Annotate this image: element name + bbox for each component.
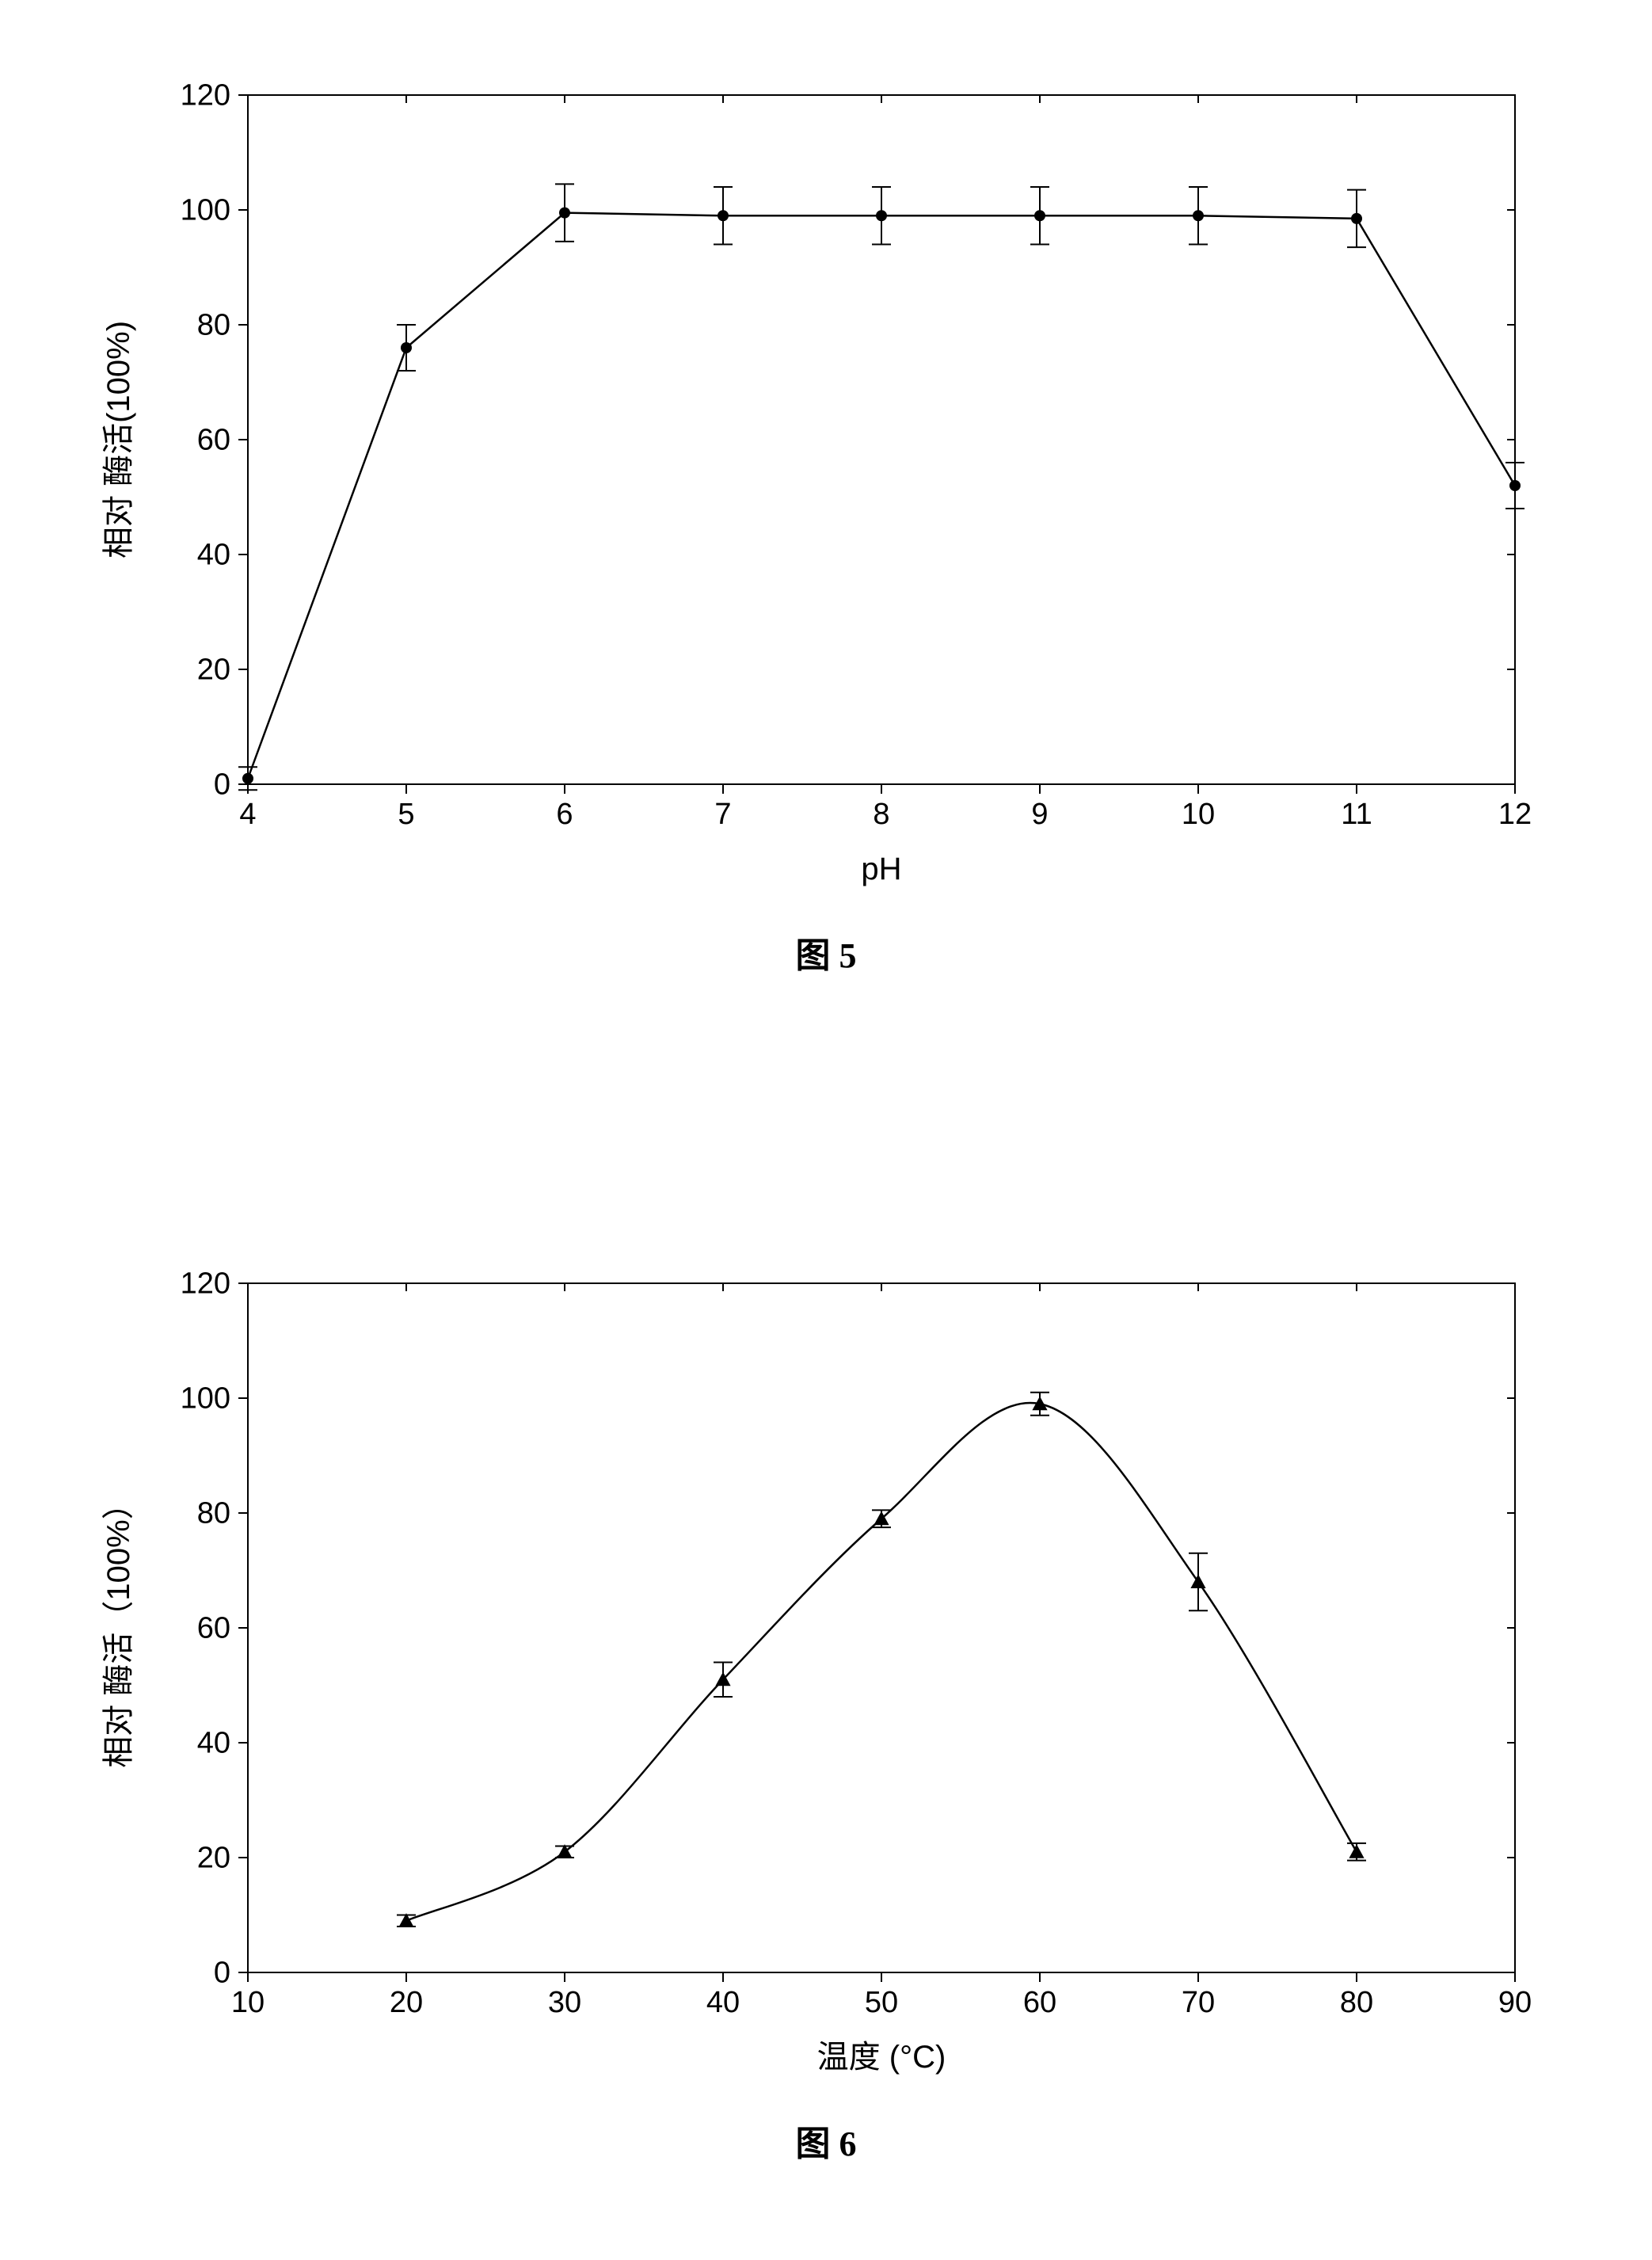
x-tick-label: 10 xyxy=(231,1986,265,2019)
x-tick-label: 5 xyxy=(398,798,414,831)
x-tick-label: 10 xyxy=(1182,798,1215,831)
x-tick-label: 70 xyxy=(1182,1986,1215,2019)
y-tick-label: 20 xyxy=(197,1842,230,1875)
data-marker xyxy=(401,342,412,353)
x-tick-label: 7 xyxy=(714,798,731,831)
y-tick-label: 0 xyxy=(214,1957,230,1990)
y-tick-label: 60 xyxy=(197,1612,230,1645)
y-tick-label: 100 xyxy=(181,194,230,227)
data-marker xyxy=(718,210,729,221)
chart-6: 10 20 30 40 50 60 70 80 90 0 20 40 60 80 100 120 温度 (°C)… xyxy=(74,1236,1578,2091)
x-tick-label: 80 xyxy=(1340,1986,1373,2019)
chart-6-container: 10 20 30 40 50 60 70 80 90 0 20 40 60 80 100 120 温度 (°C)… xyxy=(74,1236,1578,2166)
x-tick-label: 50 xyxy=(865,1986,898,2019)
y-tick-label: 120 xyxy=(181,79,230,112)
y-tick-label: 80 xyxy=(197,309,230,342)
y-axis-label: 相对 酶活(100%) xyxy=(101,321,136,558)
y-tick-label: 40 xyxy=(197,1727,230,1760)
x-tick-label: 11 xyxy=(1341,798,1372,831)
data-marker xyxy=(1351,213,1362,224)
plot-area xyxy=(248,1283,1515,1972)
data-line xyxy=(248,213,1515,779)
chart-5-container: 456789101112020406080100120pH相对 酶活(100%)… xyxy=(74,48,1578,978)
data-marker xyxy=(1349,1844,1364,1858)
x-tick-label: 60 xyxy=(1023,1986,1056,2019)
x-tick-label: 9 xyxy=(1031,798,1048,831)
data-marker xyxy=(876,210,887,221)
x-tick-label: 40 xyxy=(706,1986,740,2019)
y-tick-label: 120 xyxy=(181,1267,230,1301)
y-tick-label: 40 xyxy=(197,539,230,572)
x-tick-label: 20 xyxy=(390,1986,423,2019)
x-axis-label: 温度 (°C) xyxy=(817,2040,946,2075)
x-tick-label: 30 xyxy=(548,1986,581,2019)
y-tick-label: 20 xyxy=(197,654,230,687)
data-marker xyxy=(1509,480,1521,491)
x-tick-label: 8 xyxy=(873,798,889,831)
y-tick-label: 80 xyxy=(197,1497,230,1530)
data-marker xyxy=(1190,1574,1205,1588)
data-line xyxy=(406,1403,1357,1921)
x-axis-label: pH xyxy=(861,852,901,886)
data-marker xyxy=(559,208,570,219)
y-axis-label: 相对 酶活（100%） xyxy=(101,1488,136,1767)
y-tick-label: 0 xyxy=(214,768,230,802)
chart-5-caption: 图 5 xyxy=(74,927,1578,978)
chart-5: 456789101112020406080100120pH相对 酶活(100%) xyxy=(74,48,1578,903)
data-marker xyxy=(242,773,253,784)
y-tick-label: 100 xyxy=(181,1382,230,1416)
x-tick-label: 6 xyxy=(556,798,573,831)
y-tick-label: 60 xyxy=(197,424,230,457)
x-tick-label: 4 xyxy=(239,798,256,831)
x-tick-label: 12 xyxy=(1498,798,1532,831)
data-marker xyxy=(1034,210,1045,221)
chart-6-caption: 图 6 xyxy=(74,2115,1578,2166)
x-tick-label: 90 xyxy=(1498,1986,1532,2019)
data-marker xyxy=(1193,210,1204,221)
